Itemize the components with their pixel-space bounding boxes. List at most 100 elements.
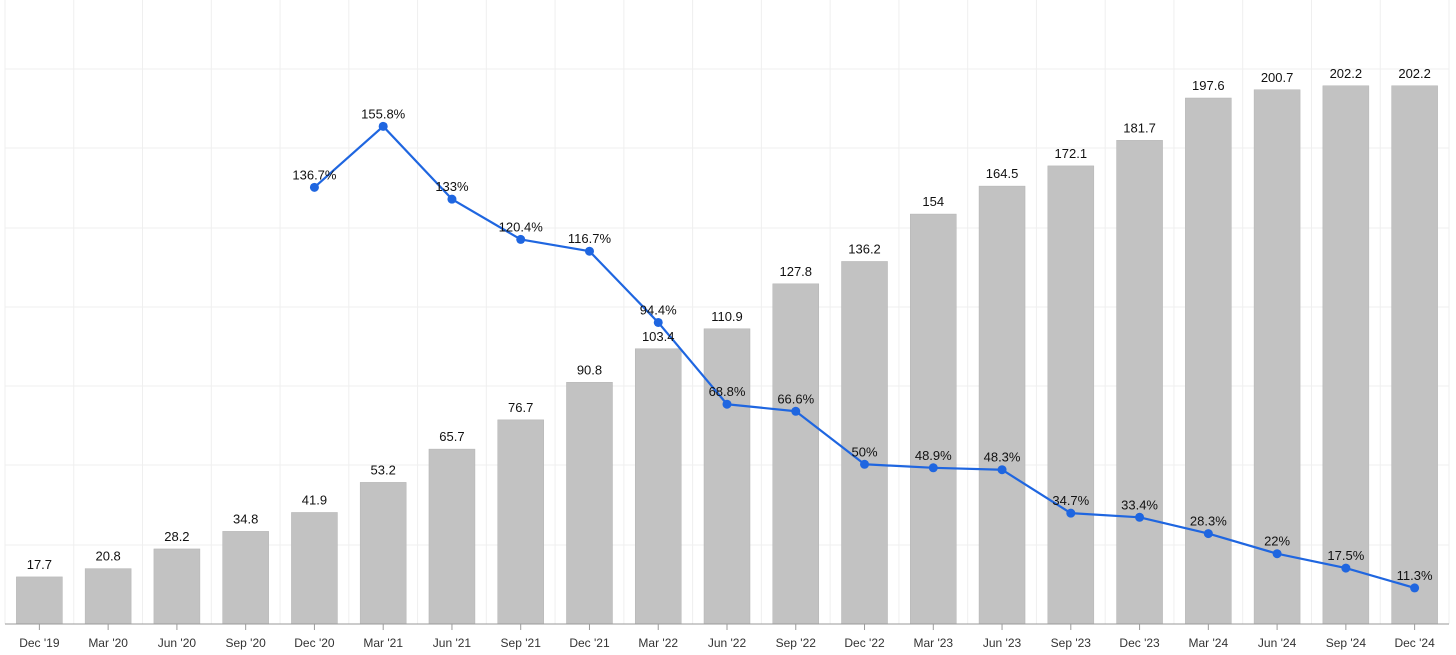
bar [153, 548, 201, 625]
bar-value-label: 65.7 [439, 429, 464, 444]
bar-series [16, 85, 1438, 625]
bar [634, 348, 682, 625]
bar [291, 512, 338, 625]
line-point [1066, 508, 1076, 518]
x-tick-label: Sep '22 [776, 636, 817, 650]
bar [841, 261, 888, 625]
bar [910, 213, 957, 625]
x-tick-label: Sep '20 [226, 636, 267, 650]
bar-value-label: 164.5 [986, 166, 1019, 181]
bar-value-label: 53.2 [371, 462, 396, 477]
line-value-label: 34.7% [1052, 493, 1089, 508]
bar [703, 328, 751, 625]
line-value-label: 48.3% [984, 450, 1021, 465]
x-tick-label: Mar '22 [638, 636, 678, 650]
bar [1185, 97, 1232, 625]
bar [222, 531, 269, 625]
line-point [584, 246, 594, 256]
line-point [653, 317, 663, 327]
bar [1391, 85, 1438, 625]
bar [16, 576, 63, 625]
line-point [928, 463, 938, 473]
bar [497, 419, 544, 625]
x-tick-label: Mar '20 [88, 636, 128, 650]
bar-value-label: 172.1 [1055, 146, 1088, 161]
x-tick-label: Sep '21 [501, 636, 542, 650]
line-value-label: 68.8% [709, 384, 746, 399]
x-tick-label: Mar '23 [913, 636, 953, 650]
x-tick-label: Sep '24 [1326, 636, 1367, 650]
bar [84, 568, 132, 625]
data-labels: 17.7 20.8 28.2 34.8 41.9 53.2 65.7 76.7 90.8 103.… [27, 66, 1433, 583]
line-point [447, 194, 457, 204]
bar [978, 185, 1026, 625]
line-point [1272, 549, 1282, 559]
bar-value-label: 136.2 [848, 241, 881, 256]
line-value-label: 17.5% [1327, 548, 1364, 563]
bar [1116, 140, 1163, 625]
bar [1322, 85, 1370, 625]
x-tick-label: Jun '24 [1258, 636, 1297, 650]
line-value-label: 133% [435, 179, 469, 194]
line-point [997, 465, 1007, 475]
line-point [309, 182, 319, 192]
line-point [722, 399, 732, 409]
x-tick-label: Jun '20 [158, 636, 197, 650]
x-tick-label: Dec '24 [1394, 636, 1435, 650]
bar-value-label: 181.7 [1123, 120, 1156, 135]
bar-value-label: 34.8 [233, 511, 258, 526]
x-tick-label: Dec '21 [569, 636, 610, 650]
x-tick-label: Dec '20 [294, 636, 335, 650]
line-value-label: 33.4% [1121, 497, 1158, 512]
bar-value-label: 127.8 [779, 264, 812, 279]
line-point [860, 459, 870, 469]
bar [772, 283, 820, 625]
x-tick-label: Dec '22 [844, 636, 885, 650]
bar-value-label: 41.9 [302, 492, 327, 507]
bar-value-label: 76.7 [508, 400, 533, 415]
bar-value-label: 103.4 [642, 329, 675, 344]
x-tick-label: Sep '23 [1051, 636, 1092, 650]
bar-value-label: 154 [922, 194, 944, 209]
line-point [378, 121, 388, 131]
line-value-label: 11.3% [1397, 568, 1433, 583]
bar [1047, 165, 1095, 625]
line-value-label: 22% [1264, 534, 1290, 549]
line-point [516, 234, 526, 244]
line-point [1341, 563, 1351, 573]
bar-value-label: 90.8 [577, 362, 602, 377]
line-value-label: 66.6% [777, 391, 814, 406]
x-tick-label: Jun '22 [708, 636, 747, 650]
line-value-label: 116.7% [568, 231, 612, 246]
bar-value-label: 17.7 [27, 557, 52, 572]
line-value-label: 28.3% [1190, 514, 1227, 529]
bar-value-label: 202.2 [1398, 66, 1431, 81]
x-axis: Dec '19 Mar '20 Jun '20 Sep '20 Dec '20 Mar '… [5, 623, 1449, 650]
line-point [1203, 529, 1213, 539]
bar-value-label: 202.2 [1330, 66, 1363, 81]
line-point [791, 406, 801, 416]
bar-value-label: 200.7 [1261, 70, 1294, 85]
x-tick-label: Mar '21 [363, 636, 403, 650]
bar-value-label: 197.6 [1192, 78, 1225, 93]
x-tick-label: Jun '23 [983, 636, 1022, 650]
bar [359, 482, 407, 625]
x-tick-label: Jun '21 [433, 636, 472, 650]
bar [566, 382, 613, 625]
line-value-label: 48.9% [915, 448, 952, 463]
bar-value-label: 20.8 [95, 549, 120, 564]
line-value-label: 120.4% [499, 219, 544, 234]
gridlines [4, 0, 1450, 624]
line-series [309, 121, 1420, 593]
bar-value-label: 28.2 [164, 529, 189, 544]
line-value-label: 50% [852, 444, 878, 459]
bar-value-label: 110.9 [711, 309, 743, 324]
line-value-label: 94.4% [640, 302, 677, 317]
x-tick-label: Dec '19 [19, 636, 60, 650]
line-value-label: 136.7% [292, 167, 337, 182]
line-value-label: 155.8% [361, 106, 406, 121]
x-tick-label: Dec '23 [1119, 636, 1160, 650]
bar [428, 448, 476, 625]
line-point [1135, 512, 1145, 522]
